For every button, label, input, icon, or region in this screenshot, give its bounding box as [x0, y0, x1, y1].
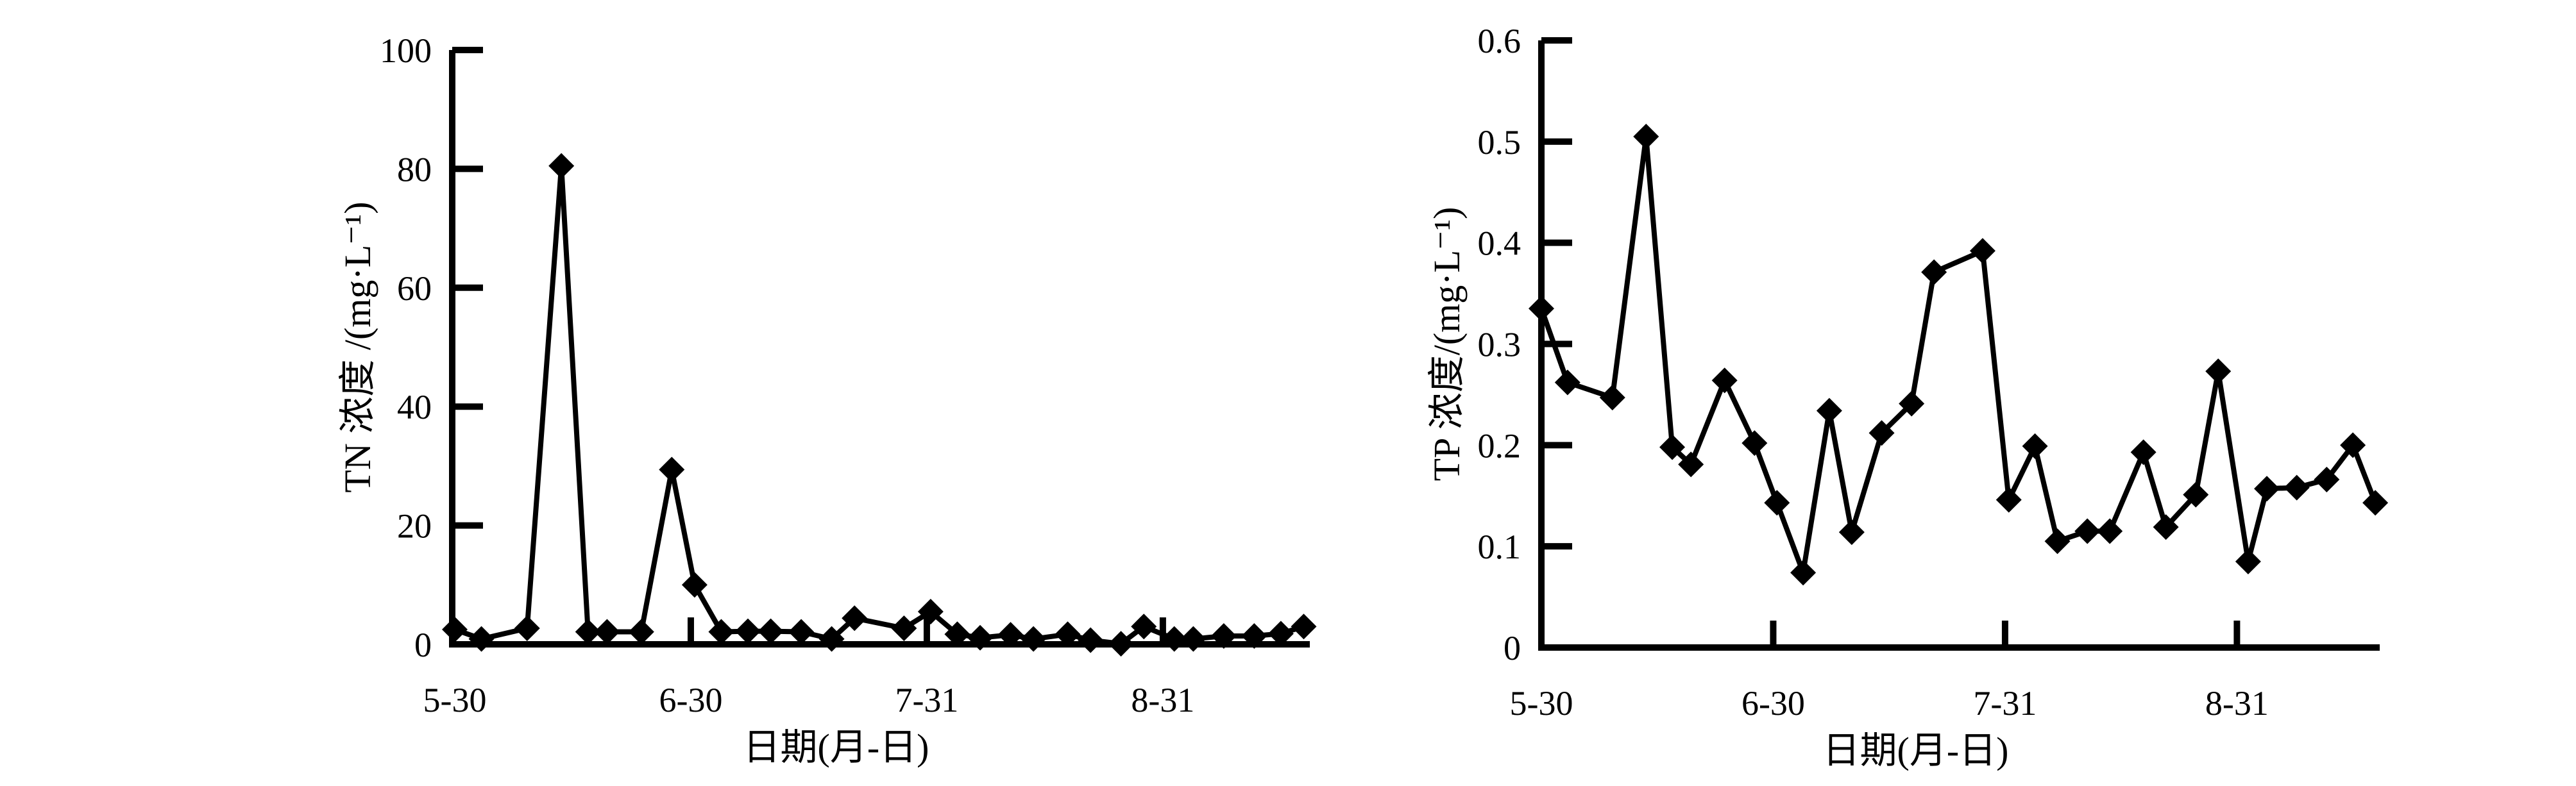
- data-point-marker: [1180, 626, 1207, 652]
- data-point-marker: [1108, 631, 1134, 657]
- data-point-marker: [1790, 560, 1817, 586]
- x-axis-title: 日期(月-日): [743, 726, 929, 768]
- data-point-marker: [1055, 621, 1081, 648]
- x-tick-label: 5-30: [423, 681, 487, 719]
- data-point-marker: [2235, 548, 2261, 574]
- y-tick-label: 0.6: [1478, 22, 1521, 60]
- data-point-marker: [1291, 614, 1317, 640]
- data-point-marker: [2314, 466, 2340, 492]
- data-point-marker: [1868, 420, 1895, 446]
- data-point-marker: [442, 616, 468, 642]
- series-line: [1539, 136, 2378, 583]
- data-point-marker: [1210, 623, 1237, 649]
- data-point-marker: [1899, 390, 1925, 417]
- y-tick-label: 0.1: [1478, 528, 1521, 566]
- data-point-marker: [842, 605, 868, 631]
- data-point-marker: [1711, 367, 1738, 394]
- data-point-marker: [1633, 123, 1659, 149]
- y-tick-label: 80: [397, 150, 432, 188]
- data-point-marker: [2205, 358, 2232, 385]
- data-point-marker: [1599, 385, 1625, 411]
- y-tick-label: 60: [397, 269, 432, 308]
- data-point-marker: [2130, 439, 2157, 465]
- data-point-marker: [1921, 259, 1947, 285]
- data-point-marker: [514, 615, 540, 641]
- data-point-marker: [628, 619, 654, 645]
- y-tick-label: 0: [414, 626, 432, 664]
- data-point-marker: [1969, 238, 1996, 264]
- data-point-marker: [2044, 528, 2071, 555]
- tn-chart: 0 20 40 60 80 100 5-30 6-30 7-31 8-31 日期(月-日) TN 浓度…: [337, 31, 1317, 768]
- y-tick-label: 0: [1504, 629, 1521, 667]
- data-point-marker: [2284, 474, 2310, 501]
- data-point-marker: [1659, 434, 1686, 460]
- data-point-marker: [944, 621, 970, 648]
- y-tick-label: 0.2: [1478, 426, 1521, 465]
- data-point-marker: [1741, 430, 1768, 456]
- data-point-marker: [2340, 432, 2366, 458]
- data-point-marker: [1241, 623, 1267, 649]
- data-point-marker: [1678, 451, 1704, 478]
- y-tick-label: 100: [380, 31, 432, 70]
- data-point-marker: [2022, 433, 2048, 459]
- x-axis-title: 日期(月-日): [1823, 730, 2009, 771]
- data-point-marker: [681, 572, 708, 598]
- data-point-marker: [1529, 296, 1554, 322]
- x-tick-label: 7-31: [895, 681, 958, 719]
- data-point-marker: [468, 626, 495, 652]
- y-axis-title: TN 浓度 /(mg·L⁻¹): [337, 202, 378, 493]
- x-tick-label: 6-30: [659, 681, 722, 719]
- data-point-marker: [891, 615, 917, 641]
- data-point-marker: [1267, 621, 1294, 647]
- data-point-marker: [2153, 514, 2179, 540]
- x-tick-label: 8-31: [2205, 684, 2269, 723]
- data-point-marker: [548, 153, 575, 179]
- y-tick-label: 0.3: [1478, 326, 1521, 364]
- series-line: [453, 165, 1305, 647]
- data-point-marker: [2097, 518, 2123, 544]
- data-point-marker: [2362, 490, 2389, 516]
- data-point-marker: [967, 624, 994, 651]
- x-tick-label: 5-30: [1510, 684, 1573, 723]
- data-point-marker: [575, 619, 601, 645]
- data-point-marker: [1554, 369, 1580, 396]
- data-point-marker: [2183, 481, 2209, 508]
- data-point-marker: [758, 618, 784, 644]
- data-point-marker: [708, 619, 734, 645]
- data-point-marker: [2074, 518, 2101, 544]
- data-point-marker: [917, 599, 944, 625]
- tp-chart: 0 0.1 0.2 0.3 0.4 0.5 0.6 5-30 6-30 7-31 8-31 日期(月-…: [1426, 22, 2389, 771]
- data-point-marker: [1764, 490, 1790, 516]
- data-point-marker: [2254, 476, 2280, 502]
- x-tick-label: 8-31: [1131, 681, 1194, 719]
- data-point-marker: [1131, 614, 1157, 640]
- y-tick-label: 0.5: [1478, 123, 1521, 162]
- data-point-marker: [1996, 487, 2022, 513]
- data-point-marker: [818, 626, 845, 652]
- y-tick-label: 40: [397, 388, 432, 426]
- data-point-marker: [1816, 397, 1842, 424]
- x-tick-label: 7-31: [1973, 684, 2037, 723]
- data-point-marker: [594, 619, 620, 645]
- data-point-marker: [997, 622, 1024, 648]
- data-point-marker: [1021, 626, 1047, 652]
- data-point-marker: [659, 456, 685, 483]
- data-point-marker: [1161, 626, 1187, 652]
- x-tick-label: 6-30: [1741, 684, 1805, 723]
- y-tick-label: 20: [397, 507, 432, 546]
- data-point-marker: [734, 618, 761, 644]
- y-tick-label: 0.4: [1478, 224, 1521, 263]
- y-axis-title: TP 浓度/(mg·L⁻¹): [1426, 207, 1468, 481]
- data-point-marker: [1838, 519, 1865, 546]
- data-point-marker: [788, 619, 815, 645]
- data-point-marker: [1078, 627, 1104, 653]
